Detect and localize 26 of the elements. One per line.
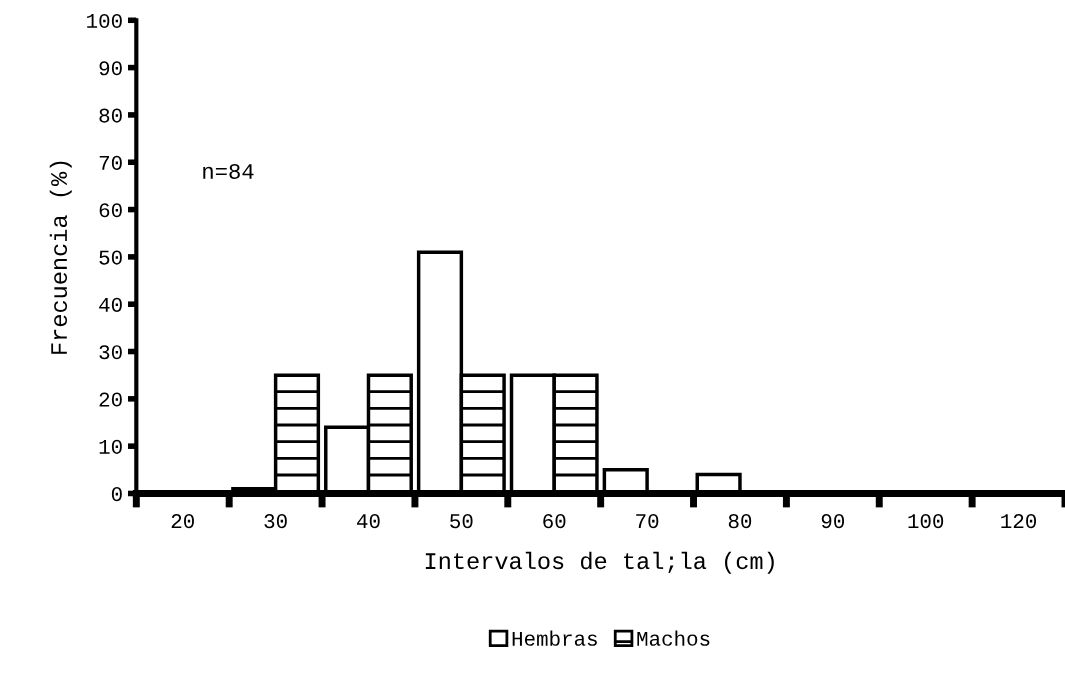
legend-label: Hembras (512, 630, 597, 646)
y-tick-label: 100 (87, 13, 122, 29)
annotation: n=84 (203, 163, 254, 180)
y-tick-label: 10 (99, 439, 122, 454)
y-tick-label: 60 (99, 203, 122, 218)
x-tick-label: 30 (264, 514, 287, 529)
x-tick-label: 60 (543, 514, 566, 529)
x-tick-label: 80 (728, 514, 752, 529)
x-tick-label: 20 (171, 514, 194, 529)
y-tick-label: 30 (99, 345, 122, 360)
y-tick-label: 50 (99, 250, 122, 265)
legend-label: Machos (637, 630, 710, 646)
x-tick-label: 50 (450, 514, 473, 529)
x-tick-label: 100 (908, 514, 944, 529)
y-tick-label: 80 (99, 108, 122, 123)
y-axis-title: Frecuencia (%) (49, 161, 72, 354)
x-tick-label: 120 (1001, 514, 1037, 529)
x-tick-label: 70 (636, 514, 659, 529)
x-axis-title: Intervalos de tal;la (cm) (425, 551, 774, 574)
y-tick-label: 0 (111, 487, 122, 502)
y-tick-label: 70 (99, 155, 122, 170)
y-tick-label: 90 (99, 61, 122, 76)
x-tick-label: 40 (357, 514, 380, 529)
x-tick-label: 90 (821, 514, 845, 529)
y-tick-label: 40 (99, 297, 122, 312)
y-tick-label: 20 (99, 392, 122, 407)
